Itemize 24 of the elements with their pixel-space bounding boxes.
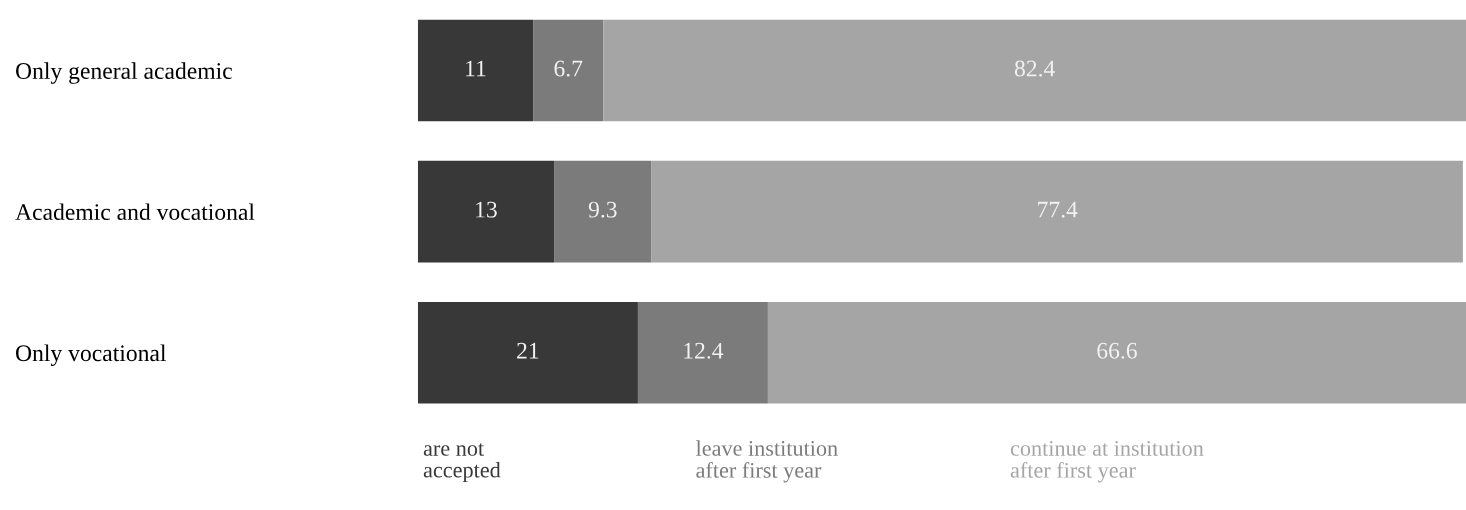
series-label: leave institution after first year [696, 440, 838, 483]
y-tick-label: Only vocational [16, 344, 167, 367]
data-label: 82.4 [1014, 60, 1055, 77]
data-label: 21 [517, 342, 539, 359]
series-label: are not accepted [423, 443, 501, 483]
data-label: 11 [466, 60, 486, 77]
bar [533, 19, 604, 122]
bar [637, 301, 768, 404]
bar [603, 19, 1466, 122]
data-label: 13 [476, 201, 497, 218]
bar [417, 160, 555, 263]
bar [417, 301, 638, 404]
data-label: 77.4 [1038, 201, 1078, 218]
y-tick-label: Academic and vocational [15, 203, 255, 221]
bar [417, 19, 534, 122]
y-tick-label: Only general academic [16, 62, 232, 84]
data-label: 66.6 [1097, 342, 1137, 359]
series-label: continue at institution after first year [1010, 440, 1204, 483]
bar [554, 160, 652, 263]
data-label: 6.7 [554, 60, 583, 77]
data-label: 12.4 [684, 342, 724, 359]
bar [767, 301, 1466, 404]
bar [651, 160, 1463, 263]
data-label: 9.3 [588, 201, 617, 218]
